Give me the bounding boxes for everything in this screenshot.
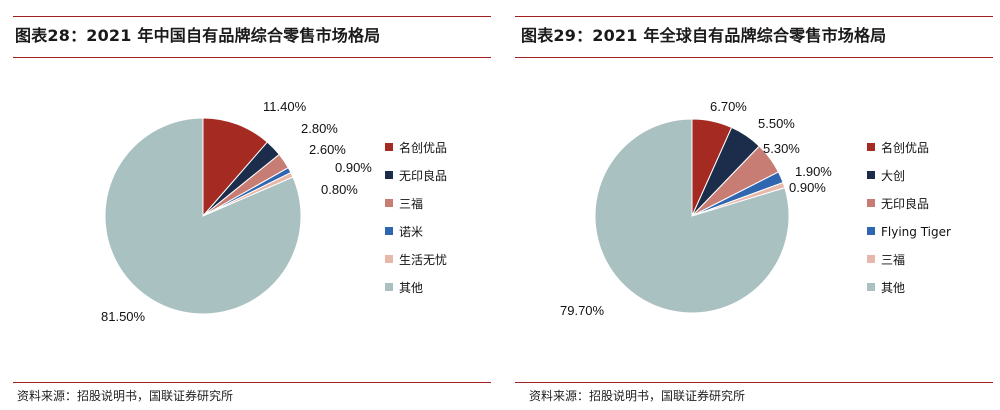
legend-swatch bbox=[385, 143, 393, 151]
legend-swatch bbox=[867, 283, 875, 291]
legend-label: 其他 bbox=[881, 281, 905, 295]
legend-swatch bbox=[867, 227, 875, 235]
legend-swatch bbox=[385, 283, 393, 291]
title-rule bbox=[515, 57, 993, 58]
data-label: 2.80% bbox=[301, 121, 338, 136]
chart-panel-china: 图表28：2021 年中国自有品牌综合零售市场格局 11.40% 2.80% 2.6… bbox=[13, 0, 491, 410]
legend-label: 无印良品 bbox=[399, 168, 447, 183]
pie-slice bbox=[104, 117, 302, 315]
data-label: 6.70% bbox=[710, 99, 747, 114]
data-label: 0.80% bbox=[321, 182, 358, 197]
data-label: 0.90% bbox=[789, 180, 826, 195]
top-rule bbox=[515, 16, 993, 17]
bottom-rule bbox=[515, 382, 993, 383]
source-note: 资料来源：招股说明书，国联证券研究所 bbox=[529, 389, 746, 403]
legend-swatch bbox=[867, 255, 875, 263]
top-rule bbox=[13, 16, 491, 17]
chart-title: 图表29：2021 年全球自有品牌综合零售市场格局 bbox=[521, 26, 887, 45]
legend-label: 其他 bbox=[399, 281, 423, 295]
legend-label: 大创 bbox=[881, 169, 905, 183]
legend-swatch bbox=[867, 171, 875, 179]
data-label: 0.90% bbox=[335, 160, 372, 175]
data-label: 5.50% bbox=[758, 116, 795, 131]
legend-swatch bbox=[867, 199, 875, 207]
chart-title: 图表28：2021 年中国自有品牌综合零售市场格局 bbox=[15, 26, 381, 45]
legend-label: 三福 bbox=[399, 196, 423, 211]
legend-swatch bbox=[385, 171, 393, 179]
data-label: 2.60% bbox=[309, 142, 346, 157]
pie-chart-china: 11.40% 2.80% 2.60% 0.90% 0.80% 81.50% 名创优品无印良品… bbox=[101, 99, 447, 324]
legend-label: 名创优品 bbox=[881, 140, 929, 155]
legend-label: 诺米 bbox=[399, 225, 423, 239]
data-label: 5.30% bbox=[763, 141, 800, 156]
legend-swatch bbox=[385, 227, 393, 235]
pie-slice bbox=[594, 118, 790, 314]
legend-label: Flying Tiger bbox=[881, 225, 951, 239]
bottom-rule bbox=[13, 382, 491, 383]
legend-swatch bbox=[385, 199, 393, 207]
data-label: 79.70% bbox=[560, 303, 605, 318]
data-label: 81.50% bbox=[101, 309, 146, 324]
pie-chart-global: 6.70% 5.50% 5.30% 1.90%0.90% 79.70% 名创优品大创无印良… bbox=[560, 99, 951, 318]
legend-label: 三福 bbox=[881, 252, 905, 267]
legend-swatch bbox=[385, 255, 393, 263]
source-note: 资料来源：招股说明书，国联证券研究所 bbox=[17, 389, 234, 403]
chart-panel-global: 图表29：2021 年全球自有品牌综合零售市场格局 6.70% 5.50% 5.30… bbox=[515, 0, 993, 410]
legend-label: 名创优品 bbox=[399, 140, 447, 155]
data-label: 1.90% bbox=[795, 164, 832, 179]
legend-label: 生活无忧 bbox=[399, 253, 447, 267]
pie-slice bbox=[202, 117, 269, 218]
data-label: 11.40% bbox=[263, 99, 307, 114]
title-rule bbox=[13, 57, 491, 58]
legend-swatch bbox=[867, 143, 875, 151]
legend-label: 无印良品 bbox=[881, 196, 929, 211]
